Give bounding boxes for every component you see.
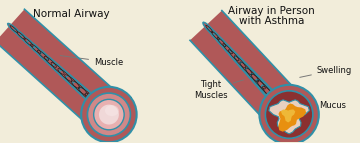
Ellipse shape	[105, 105, 119, 116]
Ellipse shape	[40, 53, 60, 71]
Ellipse shape	[47, 58, 68, 78]
Ellipse shape	[203, 22, 216, 36]
Ellipse shape	[99, 105, 119, 125]
Ellipse shape	[33, 47, 53, 64]
Ellipse shape	[219, 39, 237, 58]
Ellipse shape	[256, 79, 285, 110]
Ellipse shape	[66, 76, 93, 100]
Ellipse shape	[261, 85, 292, 117]
Polygon shape	[190, 11, 305, 129]
Ellipse shape	[94, 99, 124, 130]
Ellipse shape	[235, 56, 257, 80]
Ellipse shape	[265, 91, 313, 138]
Ellipse shape	[230, 51, 250, 73]
Text: Airway in Person: Airway in Person	[228, 6, 315, 16]
Ellipse shape	[8, 23, 20, 35]
Ellipse shape	[224, 45, 243, 65]
Ellipse shape	[246, 68, 271, 95]
Text: Swelling: Swelling	[300, 65, 352, 77]
Text: with Asthma: with Asthma	[239, 16, 304, 26]
Text: Lining: Lining	[92, 91, 132, 104]
Ellipse shape	[260, 85, 319, 143]
Ellipse shape	[240, 62, 264, 88]
Ellipse shape	[60, 70, 85, 93]
Ellipse shape	[14, 29, 28, 42]
Text: Muscle: Muscle	[60, 55, 123, 67]
Polygon shape	[281, 109, 295, 123]
Polygon shape	[269, 100, 309, 134]
Ellipse shape	[251, 74, 278, 103]
Polygon shape	[278, 104, 306, 132]
Ellipse shape	[79, 88, 109, 115]
Ellipse shape	[208, 28, 222, 43]
Ellipse shape	[81, 87, 137, 142]
Text: Tight
Muscles: Tight Muscles	[194, 80, 244, 100]
Ellipse shape	[73, 82, 101, 108]
Ellipse shape	[87, 93, 130, 136]
Text: Normal Airway: Normal Airway	[33, 9, 109, 19]
Polygon shape	[0, 9, 123, 131]
Ellipse shape	[27, 41, 44, 56]
Ellipse shape	[21, 35, 36, 49]
Ellipse shape	[53, 64, 77, 86]
Text: Mucus: Mucus	[307, 98, 346, 110]
Ellipse shape	[213, 34, 229, 51]
